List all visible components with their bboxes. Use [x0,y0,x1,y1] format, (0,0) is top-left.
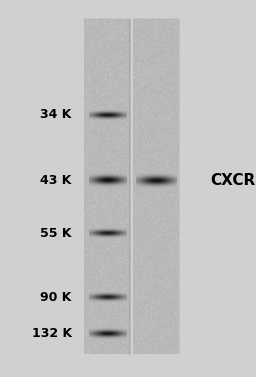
Bar [84,19,131,354]
Text: 132 K: 132 K [31,327,72,340]
Text: 55 K: 55 K [40,227,72,240]
Text: CXCR4: CXCR4 [210,173,256,188]
Text: 43 K: 43 K [40,175,72,187]
Text: 34 K: 34 K [40,109,72,121]
Bar [133,19,179,354]
Text: 90 K: 90 K [40,291,72,304]
